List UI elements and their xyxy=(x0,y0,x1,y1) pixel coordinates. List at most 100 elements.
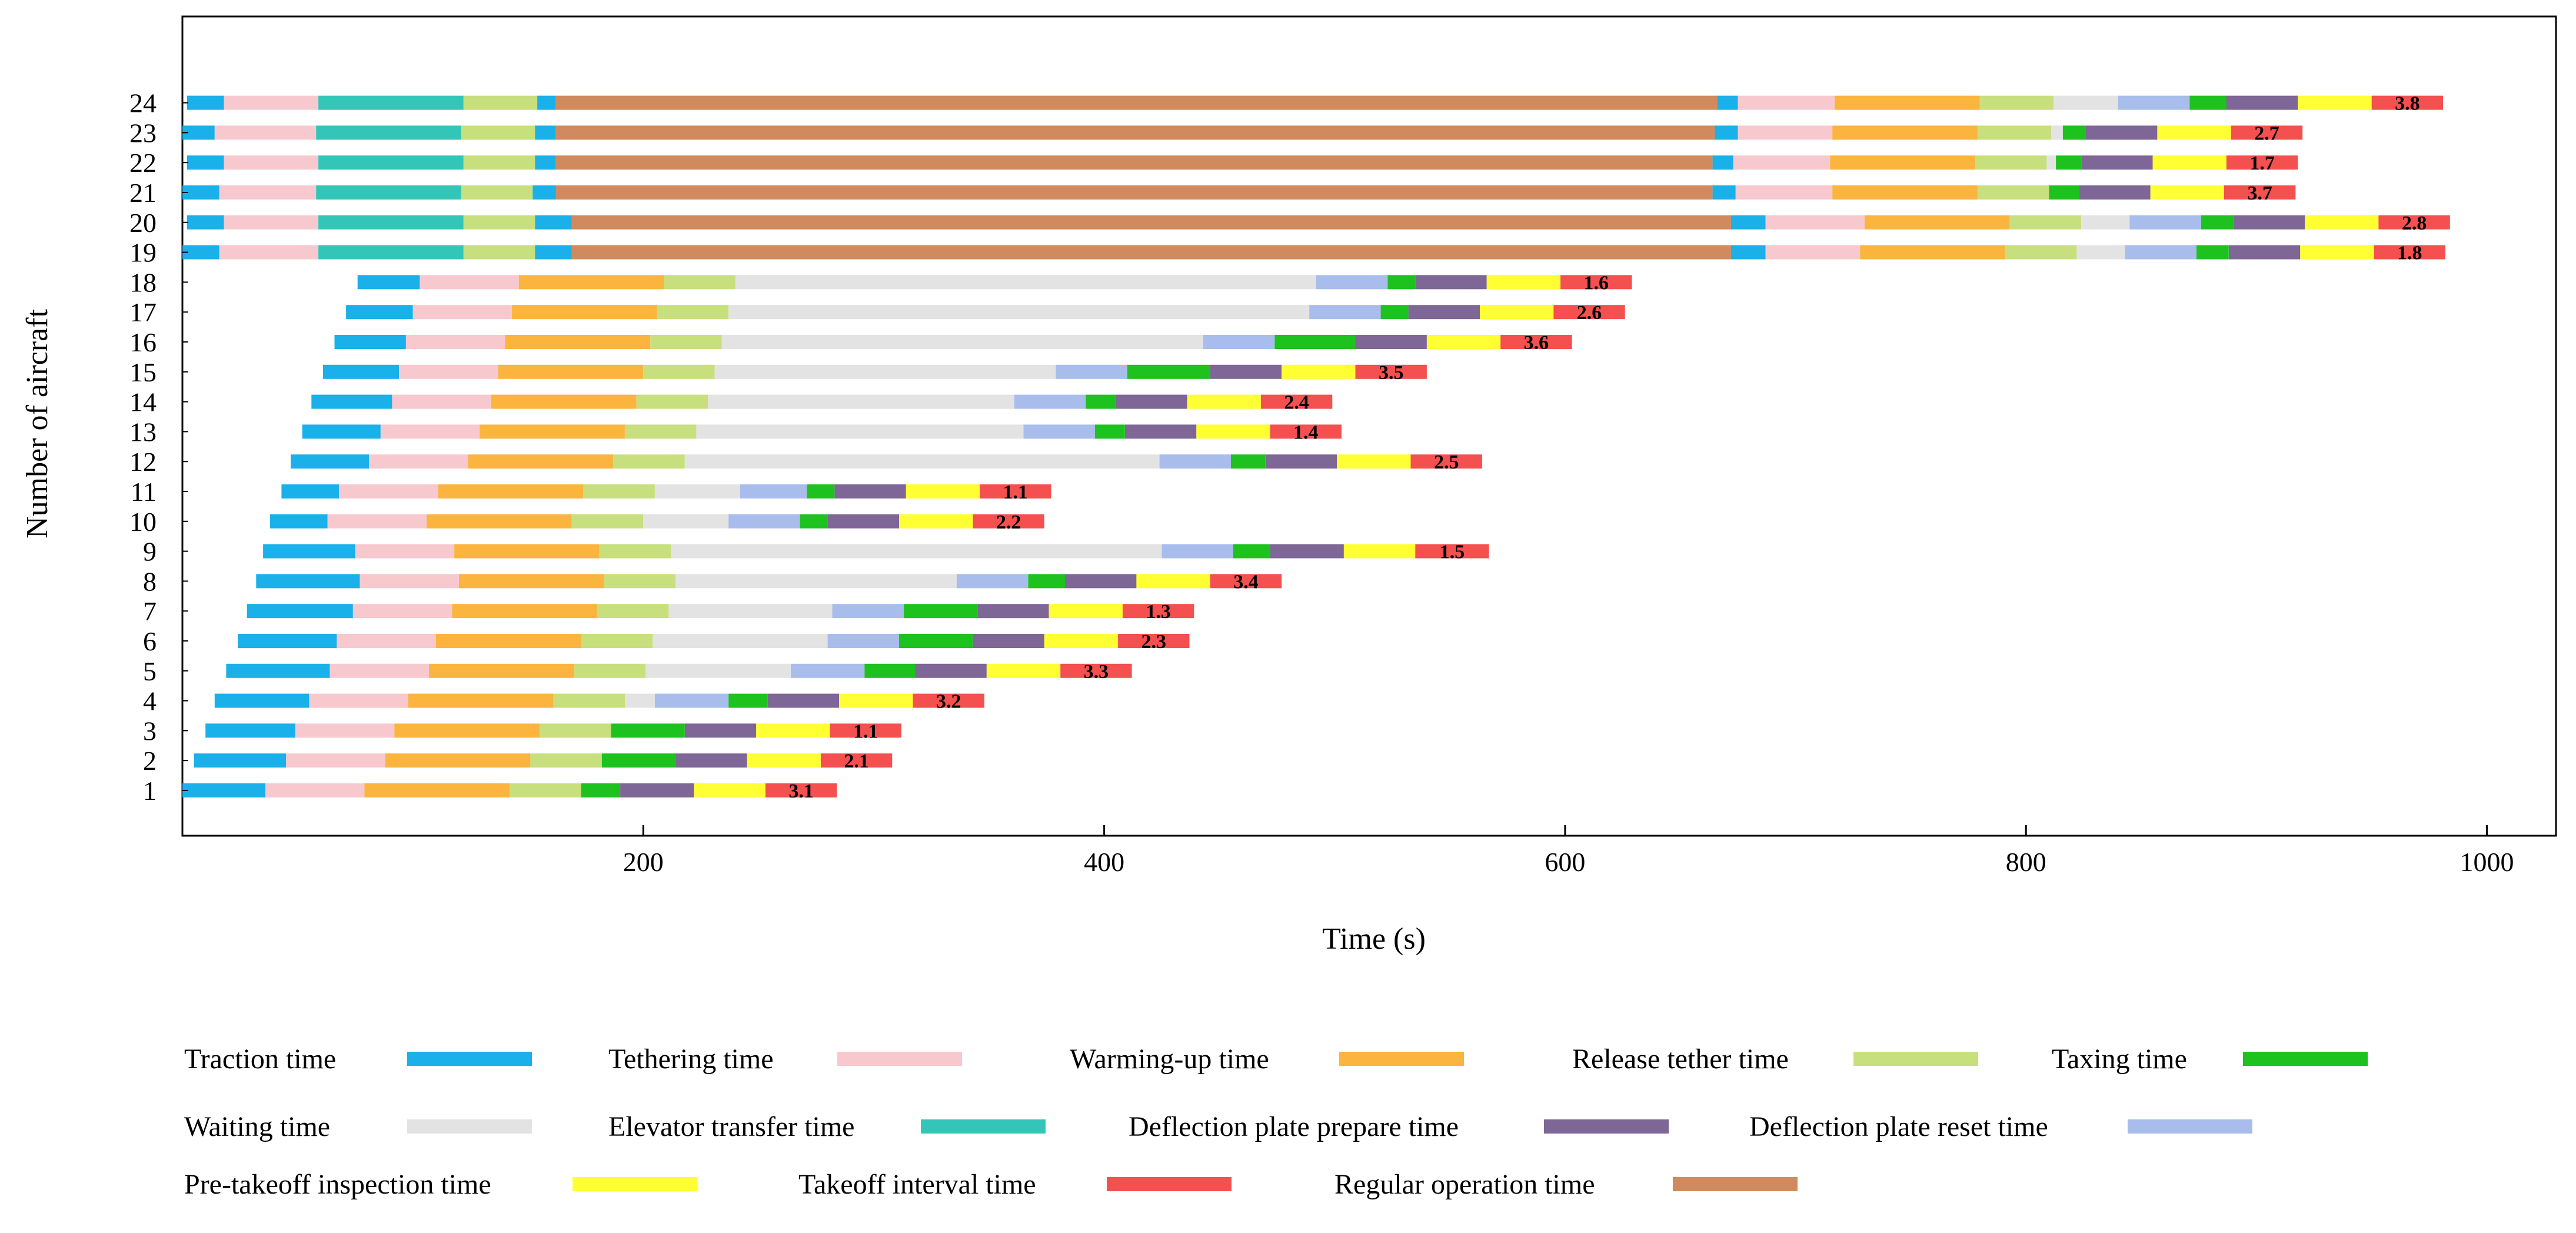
bar-segment-release xyxy=(461,125,535,140)
bar-segment-interval xyxy=(830,723,901,738)
bar-segment-inspection xyxy=(2305,215,2379,230)
bar-segment-warmup xyxy=(512,305,657,320)
bar-segment-defl_prep xyxy=(1124,424,1197,439)
bar-segment-traction xyxy=(322,364,400,379)
bar-segment-traction xyxy=(535,245,572,260)
bar-segment-release xyxy=(463,215,535,230)
bar-segment-regular xyxy=(555,125,1715,140)
bar-segment-release xyxy=(1978,125,2052,140)
bar-segment-release xyxy=(510,783,581,797)
bar-segment-defl_reset xyxy=(956,574,1029,589)
bar-segment-taxiing xyxy=(2201,215,2234,230)
legend-label: Taxing time xyxy=(2052,1043,2187,1075)
legend-label: Deflection plate prepare time xyxy=(1129,1111,1459,1142)
bar-segment-defl_reset xyxy=(654,693,729,708)
y-tick-label: 12 xyxy=(129,447,157,477)
bar-segment-inspection xyxy=(1049,604,1123,619)
bar-segment-tethering xyxy=(265,783,365,797)
bar-segment-defl_prep xyxy=(1210,364,1282,379)
bar-segment-waiting xyxy=(2046,155,2056,170)
interval-data-label: 1.1 xyxy=(853,720,878,742)
legend-item-regular: Regular operation time xyxy=(1334,1169,1798,1200)
bar-segment-waiting xyxy=(2051,125,2063,140)
bar-segment-traction xyxy=(182,783,265,797)
y-tick-label: 13 xyxy=(129,417,157,447)
bar-segment-defl_prep xyxy=(767,693,840,708)
legend-swatch xyxy=(407,1119,532,1134)
bar-segment-defl_reset xyxy=(1159,454,1231,469)
bar-segment-traction xyxy=(532,185,556,200)
bar-segment-release xyxy=(530,753,602,768)
bar-segment-release xyxy=(461,185,533,200)
bar-segment-inspection xyxy=(1187,394,1261,409)
bar-segment-warmup xyxy=(491,394,637,409)
aircraft-row-17: 2.6 xyxy=(346,302,1625,324)
legend-item-defl_prep: Deflection plate prepare time xyxy=(1129,1111,1669,1142)
y-tick-label: 21 xyxy=(129,178,157,208)
y-tick-label: 23 xyxy=(129,118,157,148)
bar-segment-interval xyxy=(1260,394,1333,409)
bar-segment-waiting xyxy=(654,484,740,498)
interval-data-label: 1.8 xyxy=(2397,242,2422,264)
interval-data-label: 2.5 xyxy=(1434,451,1459,473)
legend-item-waiting: Waiting time xyxy=(184,1111,532,1142)
bar-segment-tethering xyxy=(295,723,395,738)
bar-segment-warmup xyxy=(1832,185,1978,200)
bar-segment-regular xyxy=(571,215,1731,230)
bar-segment-taxiing xyxy=(2056,155,2082,170)
legend-item-inspection: Pre-takeoff inspection time xyxy=(184,1169,697,1200)
bar-segment-waiting xyxy=(643,514,729,529)
bar-segment-taxiing xyxy=(611,723,685,738)
legend-swatch xyxy=(407,1052,532,1066)
bar-segment-waiting xyxy=(696,424,1024,439)
bar-segment-release xyxy=(650,335,722,349)
aircraft-row-7: 1.3 xyxy=(247,601,1194,623)
bar-segment-waiting xyxy=(721,335,1203,349)
bar-segment-inspection xyxy=(2300,245,2374,260)
bar-segment-defl_prep xyxy=(2081,155,2153,170)
bar-segment-waiting xyxy=(708,394,1014,409)
bar-segment-tethering xyxy=(219,185,317,200)
bar-segment-release xyxy=(604,574,676,589)
bar-segment-release xyxy=(664,275,735,290)
bar-segment-taxiing xyxy=(2196,245,2229,260)
bar-segment-tethering xyxy=(399,364,498,379)
interval-data-label: 2.1 xyxy=(844,750,869,772)
bar-segment-elevator xyxy=(316,125,461,140)
bar-segment-interval xyxy=(1210,574,1282,589)
aircraft-row-3: 1.1 xyxy=(205,720,901,742)
bar-segment-defl_reset xyxy=(728,514,800,529)
bar-segment-tethering xyxy=(369,454,468,469)
bar-segment-release xyxy=(581,634,653,648)
interval-data-label: 3.2 xyxy=(936,691,961,713)
aircraft-row-18: 1.6 xyxy=(357,272,1632,294)
bar-segment-traction xyxy=(263,544,355,559)
bar-segment-defl_prep xyxy=(827,514,899,529)
bar-segment-defl_prep xyxy=(1415,275,1487,290)
bar-segment-tethering xyxy=(224,215,319,230)
bar-segment-warmup xyxy=(364,783,510,797)
bar-segment-warmup xyxy=(505,335,650,349)
bar-segment-traction xyxy=(535,215,572,230)
bar-segment-inspection xyxy=(906,484,980,498)
bar-segment-tethering xyxy=(420,275,519,290)
interval-data-label: 1.4 xyxy=(1293,421,1319,443)
bar-segment-tethering xyxy=(1733,155,1831,170)
y-tick-label: 14 xyxy=(129,387,157,417)
bar-segment-waiting xyxy=(684,454,1160,469)
bar-segment-release xyxy=(463,95,538,110)
bar-segment-waiting xyxy=(714,364,1056,379)
bar-segment-traction xyxy=(1712,185,1736,200)
bar-segment-warmup xyxy=(1835,95,1980,110)
x-tick-label: 200 xyxy=(623,847,664,877)
bar-segment-tethering xyxy=(1765,245,1861,260)
aircraft-row-21: 3.7 xyxy=(182,182,2296,204)
legend-label: Takeoff interval time xyxy=(798,1169,1036,1200)
bar-segment-tethering xyxy=(392,394,491,409)
bar-segment-traction xyxy=(346,305,413,320)
legend-swatch xyxy=(1853,1052,1978,1066)
bar-segment-tethering xyxy=(286,753,385,768)
bar-segment-release xyxy=(583,484,655,498)
bar-segment-traction xyxy=(187,95,224,110)
bar-segment-elevator xyxy=(318,95,464,110)
